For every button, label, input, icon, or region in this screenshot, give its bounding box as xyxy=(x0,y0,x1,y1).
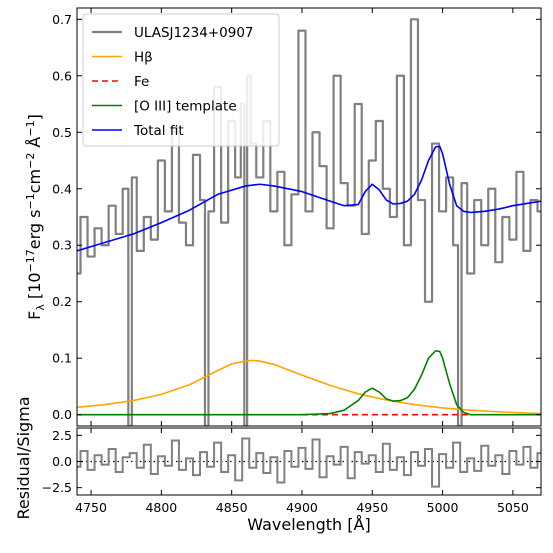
y-tick-label: 0.0 xyxy=(52,454,72,469)
main-ytick-labels: 0.0 0.1 0.2 0.3 0.4 0.5 0.6 0.7 xyxy=(52,12,72,422)
y-tick-label: 0.1 xyxy=(52,351,72,366)
legend-label-h: Hβ xyxy=(134,50,153,66)
x-tick-label: 4850 xyxy=(216,500,248,515)
residual-panel: −2.50.02.5 4750 4800 4850 4900 4950 5000 5050 … xyxy=(14,396,542,534)
x-tick-label: 4800 xyxy=(145,500,177,515)
series-o-iii-template xyxy=(77,350,541,416)
y-tick-label: 0.3 xyxy=(52,238,72,253)
x-tick-label: 5000 xyxy=(427,500,459,515)
legend-label-total-fit: Total fit xyxy=(133,123,184,139)
series-ulasj1234-0907 xyxy=(77,18,541,426)
y-tick-label: −2.5 xyxy=(42,480,72,495)
residual-series-group xyxy=(77,437,541,488)
main-axes-frame xyxy=(76,7,542,427)
legend-label-fe: Fe xyxy=(134,74,149,90)
residual-xtick-labels: 4750 4800 4850 4900 4950 5000 5050 xyxy=(75,500,529,515)
legend-box xyxy=(82,13,280,147)
y-tick-label: 0.2 xyxy=(52,294,72,309)
y-tick-label: 0.5 xyxy=(52,125,72,140)
legend: ULASJ1234+0907 Hβ Fe [O III] template Total … xyxy=(82,13,280,147)
residual-ylabel: Residual/Sigma xyxy=(14,396,33,519)
x-tick-label: 4900 xyxy=(286,500,318,515)
main-series-group xyxy=(77,18,541,426)
legend-label-o-iii-template: [O III] template xyxy=(134,99,237,115)
y-tick-label: 0.7 xyxy=(52,12,72,27)
main-ylabel: Fλ [10−17erg s−1cm−2 Å−1] xyxy=(24,114,47,320)
main-ticks xyxy=(77,8,541,426)
series-residual xyxy=(77,437,541,488)
y-tick-label: 0.0 xyxy=(52,407,72,422)
y-tick-label: 2.5 xyxy=(52,428,72,443)
residual-ytick-labels: −2.5 0.0 2.5 xyxy=(42,428,72,495)
x-tick-label: 4950 xyxy=(356,500,388,515)
series-total-fit xyxy=(77,145,541,252)
residual-ticks xyxy=(77,428,541,495)
x-axis-label: Wavelength [Å] xyxy=(247,515,370,534)
x-tick-label: 4750 xyxy=(75,500,107,515)
x-tick-label: 5050 xyxy=(497,500,529,515)
y-tick-label: 0.4 xyxy=(52,181,72,196)
y-tick-label: 0.6 xyxy=(52,68,72,83)
legend-label-ulasj1234-0907: ULASJ1234+0907 xyxy=(134,25,254,41)
residual-plot-area xyxy=(77,428,541,495)
main-panel: 0.0 0.1 0.2 0.3 0.4 0.5 0.6 0.7 Fλ [10−17erg s−… xyxy=(24,7,542,427)
